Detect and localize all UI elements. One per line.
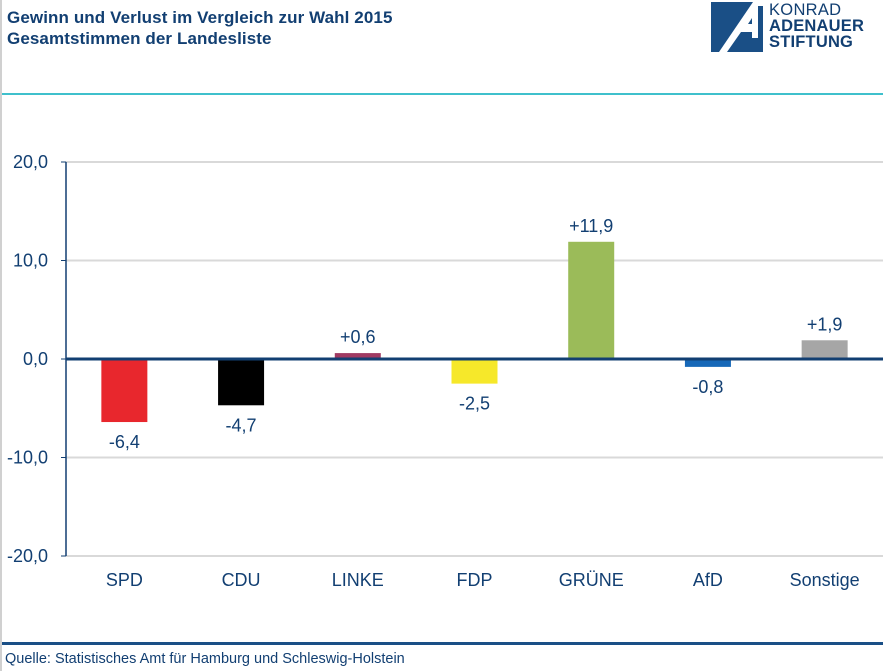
y-tick-label: -10,0 bbox=[7, 448, 48, 468]
chart-title: Gewinn und Verlust im Vergleich zur Wahl… bbox=[7, 7, 393, 49]
y-tick-label: 0,0 bbox=[23, 349, 48, 369]
y-tick-label: 10,0 bbox=[13, 251, 48, 271]
kas-logo: KONRAD ADENAUER STIFTUNG bbox=[711, 2, 883, 54]
data-label: +1,9 bbox=[807, 314, 843, 334]
title-line-1: Gewinn und Verlust im Vergleich zur Wahl… bbox=[7, 8, 393, 27]
data-label: -6,4 bbox=[109, 432, 140, 452]
bar-afd bbox=[684, 359, 731, 367]
kas-logo-mark-icon bbox=[711, 2, 763, 52]
header-divider bbox=[2, 93, 883, 95]
frame-left-border bbox=[0, 0, 2, 671]
title-line-2: Gesamtstimmen der Landesliste bbox=[7, 29, 272, 48]
data-labels: -6,4 -4,7 +0,6 -2,5 +11,9 -0,8 +1,9 bbox=[109, 216, 843, 452]
x-axis-labels: SPD CDU LINKE FDP GRÜNE AfD Sonstige bbox=[106, 570, 860, 590]
bars bbox=[101, 241, 848, 423]
x-category-label: Sonstige bbox=[790, 570, 860, 590]
y-tick-label: -20,0 bbox=[7, 546, 48, 566]
x-category-label: FDP bbox=[457, 570, 493, 590]
bar-fdp bbox=[451, 359, 498, 384]
data-label: -0,8 bbox=[692, 377, 723, 397]
bar-grüne bbox=[568, 241, 615, 359]
bar-cdu bbox=[218, 359, 265, 406]
bar-spd bbox=[101, 359, 148, 423]
logo-line-3: STIFTUNG bbox=[769, 33, 854, 51]
x-category-label: SPD bbox=[106, 570, 143, 590]
y-tick-label: 20,0 bbox=[13, 152, 48, 172]
logo-line-1: KONRAD bbox=[769, 1, 842, 19]
kas-logo-text: KONRAD ADENAUER STIFTUNG bbox=[769, 1, 865, 51]
source-note: Quelle: Statistisches Amt für Hamburg un… bbox=[5, 651, 405, 667]
data-label: +0,6 bbox=[340, 327, 376, 347]
bar-linke bbox=[334, 353, 381, 359]
x-category-label: AfD bbox=[693, 570, 723, 590]
bar-sonstige bbox=[801, 340, 848, 359]
logo-line-2: ADENAUER bbox=[769, 17, 865, 35]
data-label: -2,5 bbox=[459, 394, 490, 414]
gridlines bbox=[66, 161, 883, 557]
data-label: +11,9 bbox=[569, 216, 613, 236]
x-category-label: GRÜNE bbox=[559, 570, 624, 590]
y-axis-ticks: 20,0 10,0 0,0 -10,0 -20,0 bbox=[7, 152, 66, 566]
x-category-label: CDU bbox=[222, 570, 261, 590]
data-label: -4,7 bbox=[226, 415, 257, 435]
footer-divider bbox=[2, 642, 883, 645]
x-category-label: LINKE bbox=[332, 570, 384, 590]
